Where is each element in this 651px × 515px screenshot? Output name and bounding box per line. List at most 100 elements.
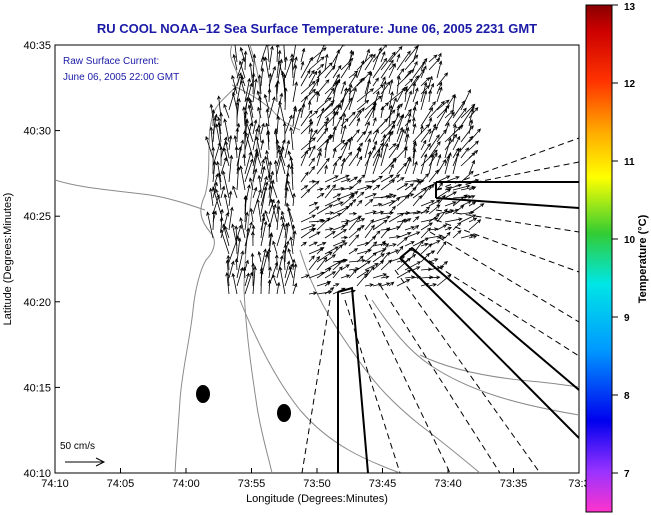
current-vector-arrow	[291, 224, 296, 239]
current-vector-arrow	[270, 198, 278, 223]
current-vector-arrow	[244, 131, 254, 159]
current-vector-arrow	[244, 77, 251, 103]
current-vector-arrow	[242, 106, 246, 127]
current-vector-arrow	[242, 266, 247, 279]
radar-beams	[301, 137, 579, 473]
current-vector-arrow	[228, 260, 235, 279]
current-vector-arrow	[460, 88, 471, 111]
current-vector-arrow	[332, 283, 340, 287]
current-vector-arrow	[232, 53, 238, 71]
current-vector-arrow	[257, 123, 262, 143]
current-vector-arrow	[275, 139, 280, 159]
current-vector-arrow	[412, 147, 417, 167]
current-vector-arrow	[219, 145, 224, 167]
current-vector-arrow	[420, 128, 432, 143]
current-vector-arrow	[428, 152, 438, 167]
current-vector-arrow	[316, 62, 333, 79]
current-vector-arrow	[211, 186, 222, 215]
current-vector-arrow	[380, 76, 386, 87]
current-vector-arrow	[260, 186, 268, 215]
current-vector-arrow	[428, 250, 436, 255]
current-vector-arrow	[316, 79, 330, 95]
current-vector-arrow	[436, 188, 452, 199]
current-vector-arrow	[380, 275, 390, 279]
current-vector-arrow	[234, 225, 239, 255]
current-vector-arrow	[436, 159, 447, 175]
current-vector-arrow	[372, 77, 379, 87]
colorbar-ticks: 13 12 11 10 9 8 7	[612, 2, 636, 480]
current-vector-arrow	[356, 142, 364, 151]
current-vector-arrow	[292, 230, 297, 247]
current-vector-arrow	[388, 63, 396, 79]
current-vector-arrow	[285, 202, 294, 231]
current-vector-arrow	[275, 45, 280, 63]
current-vector-arrow	[388, 163, 394, 175]
current-vector-arrow	[260, 181, 269, 207]
current-vector-arrow	[436, 108, 448, 127]
current-vector-arrow	[412, 266, 421, 271]
current-vector-arrow	[388, 91, 394, 111]
current-vector-arrow	[308, 47, 327, 63]
current-vector-arrow	[372, 152, 381, 175]
current-vector-arrow	[420, 222, 433, 231]
current-vector-arrow	[209, 187, 214, 207]
current-vector-arrow	[372, 100, 377, 119]
current-vector-arrow	[468, 140, 479, 151]
current-vector-arrow	[316, 63, 325, 71]
current-vector-arrow	[404, 112, 412, 135]
current-vector-arrow	[388, 174, 401, 183]
current-vector-arrow	[404, 218, 412, 223]
current-vector-arrow	[356, 260, 371, 271]
current-vector-arrow	[280, 215, 286, 231]
current-vector-arrow	[428, 134, 440, 151]
current-vector-arrow	[234, 45, 238, 63]
current-vector-arrow	[283, 243, 288, 263]
current-vector-arrow	[260, 212, 266, 239]
current-vector-arrow	[444, 109, 455, 119]
current-vector-arrow	[220, 156, 228, 175]
current-vector-arrow	[428, 123, 437, 143]
current-vector-arrow	[428, 199, 441, 207]
current-vector-arrow	[324, 138, 329, 159]
current-vector-arrow	[212, 181, 218, 199]
y-tick-label: 40:20	[23, 297, 51, 309]
current-vector-arrow	[244, 158, 254, 183]
current-vector-arrow	[436, 274, 452, 287]
current-vector-arrow	[356, 53, 374, 71]
x-tick-label: 74:00	[172, 478, 200, 490]
current-vector-arrow	[388, 194, 397, 199]
current-vector-arrow	[412, 87, 419, 103]
current-vector-arrow	[265, 149, 270, 167]
current-vector-arrow	[404, 126, 410, 143]
current-vector-arrow	[348, 73, 358, 87]
x-tick-label: 73:40	[434, 478, 462, 490]
current-vector-arrow	[300, 109, 313, 127]
current-vector-arrow	[248, 177, 254, 191]
current-vector-arrow	[268, 160, 273, 183]
current-vector-arrow	[292, 262, 298, 287]
current-vector-arrow	[216, 160, 222, 183]
current-vector-arrow	[380, 109, 396, 127]
current-vector-arrow	[340, 178, 351, 183]
current-vector-arrow	[324, 213, 342, 223]
current-vector-arrow	[284, 263, 294, 287]
current-vector-arrow	[252, 186, 258, 199]
current-vector-arrow	[244, 259, 249, 271]
current-vector-arrow	[404, 133, 410, 151]
current-vector-arrow	[396, 245, 404, 255]
current-vector-arrow	[348, 49, 354, 71]
current-vector-arrow	[223, 193, 230, 215]
current-vector-arrow	[380, 251, 391, 263]
current-vector-arrow	[268, 96, 276, 119]
current-vector-arrow	[300, 149, 308, 167]
current-vector-arrow	[340, 87, 348, 111]
x-tick-label: 73:35	[500, 478, 528, 490]
current-vector-arrow	[219, 228, 230, 255]
current-vector-arrow	[244, 271, 253, 295]
current-vector-arrow	[292, 282, 298, 295]
x-tick-label: 74:05	[107, 478, 135, 490]
current-vector-arrow	[308, 227, 317, 232]
current-vector-arrow	[356, 117, 361, 127]
current-vector-arrow	[228, 154, 234, 183]
current-vector-arrow	[221, 170, 230, 199]
